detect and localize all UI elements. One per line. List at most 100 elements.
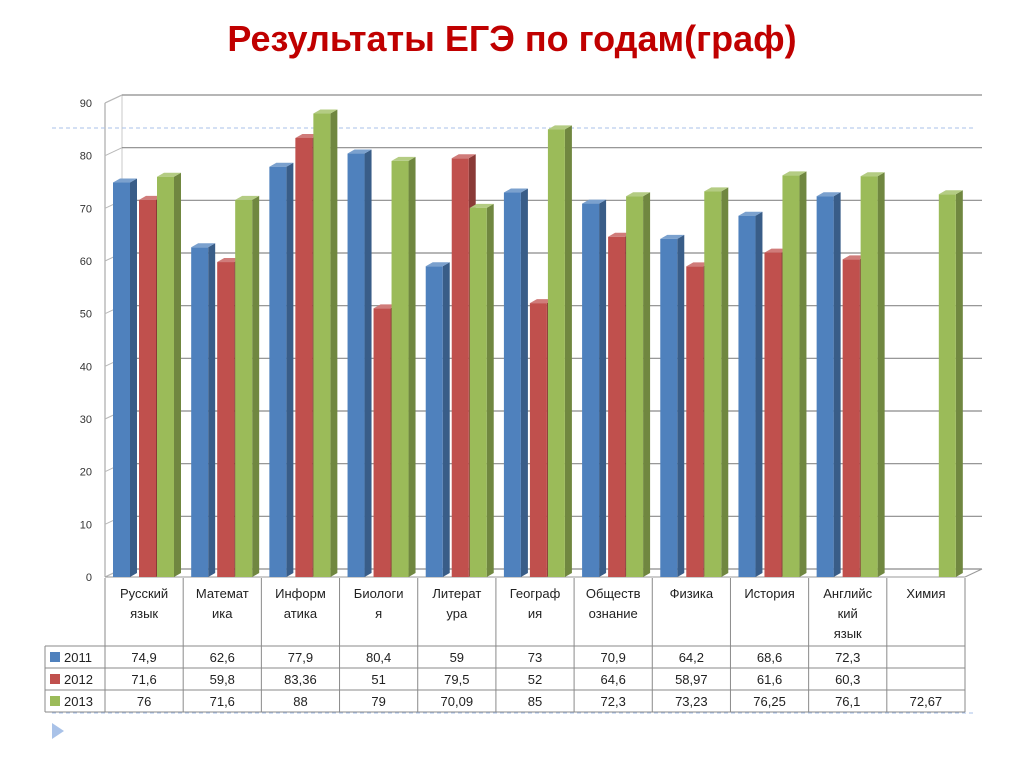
bar-top-2012 [451,154,476,159]
category-label: Информ [275,586,326,601]
bar-2011 [191,247,209,577]
bar-top-2011 [269,162,294,167]
data-cell-value: 79 [371,694,385,709]
category-label: Географ [510,586,561,601]
bar-2013 [860,176,878,577]
bar-side-2011 [286,162,294,577]
data-cell-value: 64,6 [601,672,626,687]
data-cell-value: 71,6 [131,672,156,687]
bar-top-2013 [704,187,729,192]
bar-top-2011 [191,243,216,248]
bar-side-2011 [364,149,372,577]
bar-2013 [391,160,409,577]
bar-top-2013 [782,171,807,176]
bar-side-2011 [130,178,137,577]
gridline-side [104,94,123,104]
category-label: кий [838,606,858,621]
y-tick-label: 30 [80,414,92,426]
legend-swatch-2011 [50,652,60,662]
bar-2011 [269,166,287,577]
bar-top-2011 [816,192,841,197]
bar-side-2011 [677,234,685,577]
category-label: язык [834,626,862,641]
bar-2012 [451,158,469,578]
bar-2013 [313,113,331,578]
bar-2013 [782,175,800,577]
bar-side-2011 [599,199,607,578]
data-cell-value: 72,3 [835,650,860,665]
data-cell-value: 51 [371,672,385,687]
floor-right-edge [964,568,983,578]
category-label: ознание [589,606,638,621]
bar-top-2011 [425,262,450,267]
bar-side-2013 [252,195,260,577]
bar-top-2013 [860,172,885,177]
data-cell-value: 74,9 [131,650,156,665]
bar-top-2011 [738,211,763,216]
bar-top-2013 [157,172,181,177]
bar-2011 [582,203,600,578]
data-cell-value: 60,3 [835,672,860,687]
bar-side-2013 [643,192,651,577]
y-tick-label: 90 [80,98,92,110]
bar-top-2011 [347,149,372,154]
category-label: Физика [670,586,714,601]
bar-top-2013 [547,125,572,130]
bar-top-2013 [469,203,494,208]
legend-label-2013: 2013 [64,694,93,709]
bar-top-2013 [391,156,416,161]
y-tick-label: 70 [80,203,92,215]
page-title: Результаты ЕГЭ по годам(граф) [227,18,797,59]
data-cell-value: 83,36 [284,672,317,687]
bar-side-2013 [486,203,494,578]
bar-2011 [738,215,756,577]
bar-2013 [938,194,956,577]
gridline-side [104,147,123,157]
bar-2012 [139,199,156,577]
bar-2012 [764,252,782,577]
data-cell-value: 73 [528,650,542,665]
data-cell-value: 61,6 [757,672,782,687]
data-cell-value: 85 [528,694,542,709]
bar-top-2011 [660,234,685,239]
bar-2012 [295,137,313,577]
bar-side-2011 [208,243,216,577]
bar-side-2013 [330,109,338,578]
bar-top-2011 [582,199,607,204]
category-label: Математ [196,586,249,601]
category-label: Английс [823,586,872,601]
legend-label-2011: 2011 [64,650,92,665]
data-cell-value: 72,3 [601,694,626,709]
bar-2013 [547,129,565,578]
data-cell-value: 59,8 [210,672,235,687]
category-label: Литерат [432,586,481,601]
bar-side-2011 [833,192,841,577]
bar-side-2013 [799,171,807,577]
bar-2012 [529,303,547,577]
bar-2012 [686,266,704,577]
bar-side-2013 [877,172,885,577]
data-cell-value: 73,23 [675,694,708,709]
next-slide-arrow-icon[interactable] [52,723,64,739]
data-cell-value: 77,9 [288,650,313,665]
bar-2011 [660,238,678,577]
bar-2012 [217,262,235,577]
bar-side-2011 [520,188,528,578]
data-cell-value: 58,97 [675,672,708,687]
bar-side-2013 [408,156,416,577]
bar-2013 [157,176,174,577]
bar-side-2013 [564,125,572,577]
data-cell-value: 70,09 [441,694,474,709]
y-tick-label: 20 [80,467,92,479]
data-cell-value: 70,9 [601,650,626,665]
bar-side-2013 [174,172,181,577]
bar-2013 [704,191,722,577]
bar-side-2013 [955,190,963,577]
category-label: язык [130,606,158,621]
data-cell-value: 76,1 [835,694,860,709]
data-cell-value: 68,6 [757,650,782,665]
bar-side-2013 [721,187,729,577]
category-label: Обществ [586,586,641,601]
